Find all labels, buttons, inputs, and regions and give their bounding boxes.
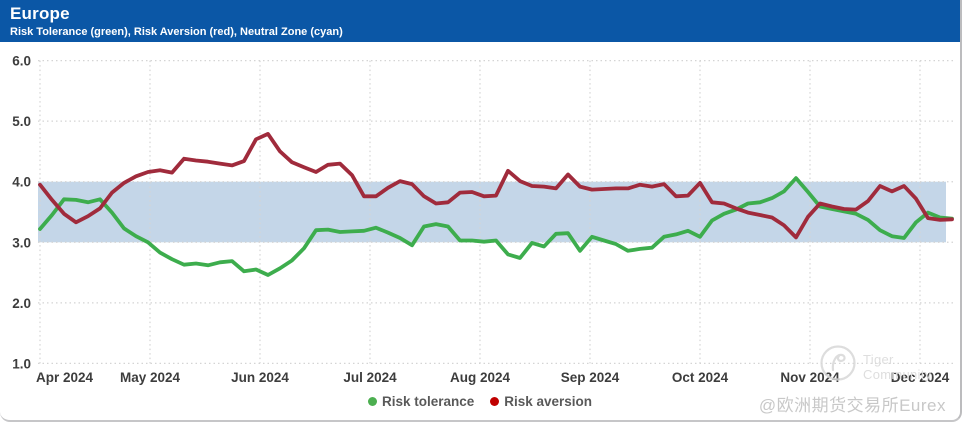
y-axis-tick-label: 3.0	[12, 235, 31, 250]
legend-label: Risk aversion	[504, 394, 593, 409]
chart-header: Europe Risk Tolerance (green), Risk Aver…	[0, 0, 960, 42]
legend-label: Risk tolerance	[381, 394, 475, 409]
y-axis-tick-label: 1.0	[12, 356, 31, 371]
series-line-risk-aversion	[38, 131, 954, 240]
watermark-handle: @欧洲期货交易所Eurex	[758, 396, 946, 415]
y-axis-tick-label: 6.0	[12, 54, 31, 69]
neutral-zone-band	[38, 181, 946, 243]
x-axis-tick-label: Aug 2024	[450, 370, 511, 385]
x-axis-tick-label: Dec 2024	[891, 370, 950, 385]
x-axis-tick-label: Apr 2024	[36, 370, 94, 385]
y-axis-tick-label: 2.0	[12, 296, 31, 311]
x-axis-tick-label: Oct 2024	[672, 370, 729, 385]
x-axis-tick-label: Jun 2024	[231, 370, 289, 385]
risk-tolerance-dot-icon	[367, 397, 377, 406]
legend-item-risk-tolerance: Risk tolerance	[367, 394, 475, 409]
risk-aversion-dot-icon	[490, 397, 500, 406]
risk-line-chart: 6.0 5.0 4.0 3.0 2.0 1.0 Apr 2024 May 2024 Jun 20…	[12, 54, 956, 385]
x-axis-tick-label: May 2024	[120, 370, 181, 385]
chart-legend: Risk tolerance Risk aversion	[0, 394, 960, 409]
watermark-brand: Tiger Community	[863, 352, 932, 382]
x-axis-tick-label: Jul 2024	[343, 370, 397, 385]
series-line-risk-tolerance	[38, 176, 954, 277]
legend-item-risk-aversion: Risk aversion	[490, 394, 592, 409]
page-title: Europe	[10, 4, 70, 23]
y-axis-tick-label: 5.0	[12, 114, 31, 129]
x-axis-tick-label: Sep 2024	[561, 370, 620, 385]
tiger-community-logo-icon	[820, 345, 856, 381]
chart-subtitle: Risk Tolerance (green), Risk Aversion (r…	[10, 26, 343, 38]
y-axis-tick-label: 4.0	[12, 175, 31, 190]
